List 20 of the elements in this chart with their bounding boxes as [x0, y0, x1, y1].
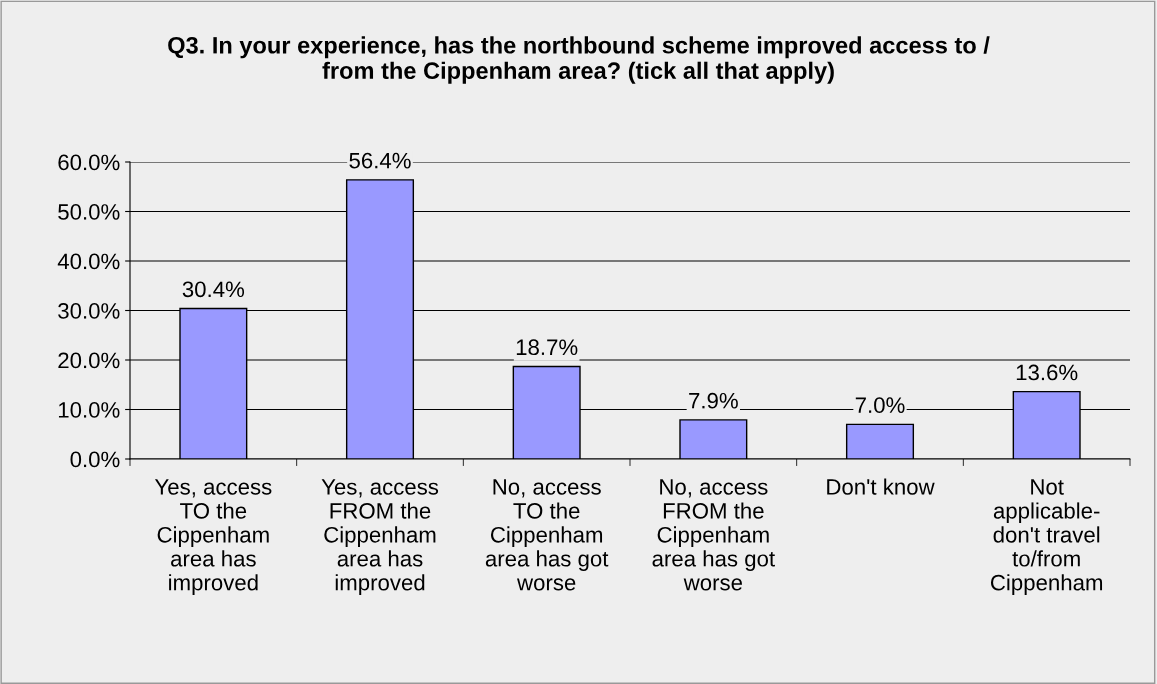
- data-label: 13.6%: [1016, 364, 1078, 381]
- y-tick-label: 60.0%: [58, 154, 120, 171]
- y-tick-label: 40.0%: [57, 253, 120, 270]
- x-tick-label: Yes, access TO the Cippenham area has improved: [154, 479, 272, 595]
- data-label: 18.7%: [516, 339, 578, 356]
- data-label: 30.4%: [182, 281, 245, 298]
- y-tick-label: 20.0%: [58, 352, 120, 369]
- y-tick-label: 30.0%: [58, 303, 120, 319]
- y-tick-label: 50.0%: [58, 204, 120, 220]
- y-tick-label: 0.0%: [70, 451, 120, 468]
- data-label: 7.0%: [855, 397, 905, 414]
- x-tick-label: Not applicable- don't travel to/from Cippenham: [990, 479, 1103, 595]
- x-tick-label: Don't know: [827, 478, 935, 495]
- data-label: 56.4%: [349, 152, 411, 169]
- x-tick-label: No, access TO the Cippenham area has got worse: [485, 479, 609, 591]
- data-label: 7.9%: [689, 392, 738, 409]
- chart-title: Q3. In your experience, has the northbound scheme improved access to / from the Cippenham area? (tick all that apply): [168, 36, 990, 84]
- x-tick-label: No, access FROM the Cippenham area has got worse: [652, 479, 775, 591]
- x-tick-label: Yes, access FROM the Cippenham area has improved: [321, 479, 439, 595]
- y-tick-label: 10.0%: [58, 402, 120, 418]
